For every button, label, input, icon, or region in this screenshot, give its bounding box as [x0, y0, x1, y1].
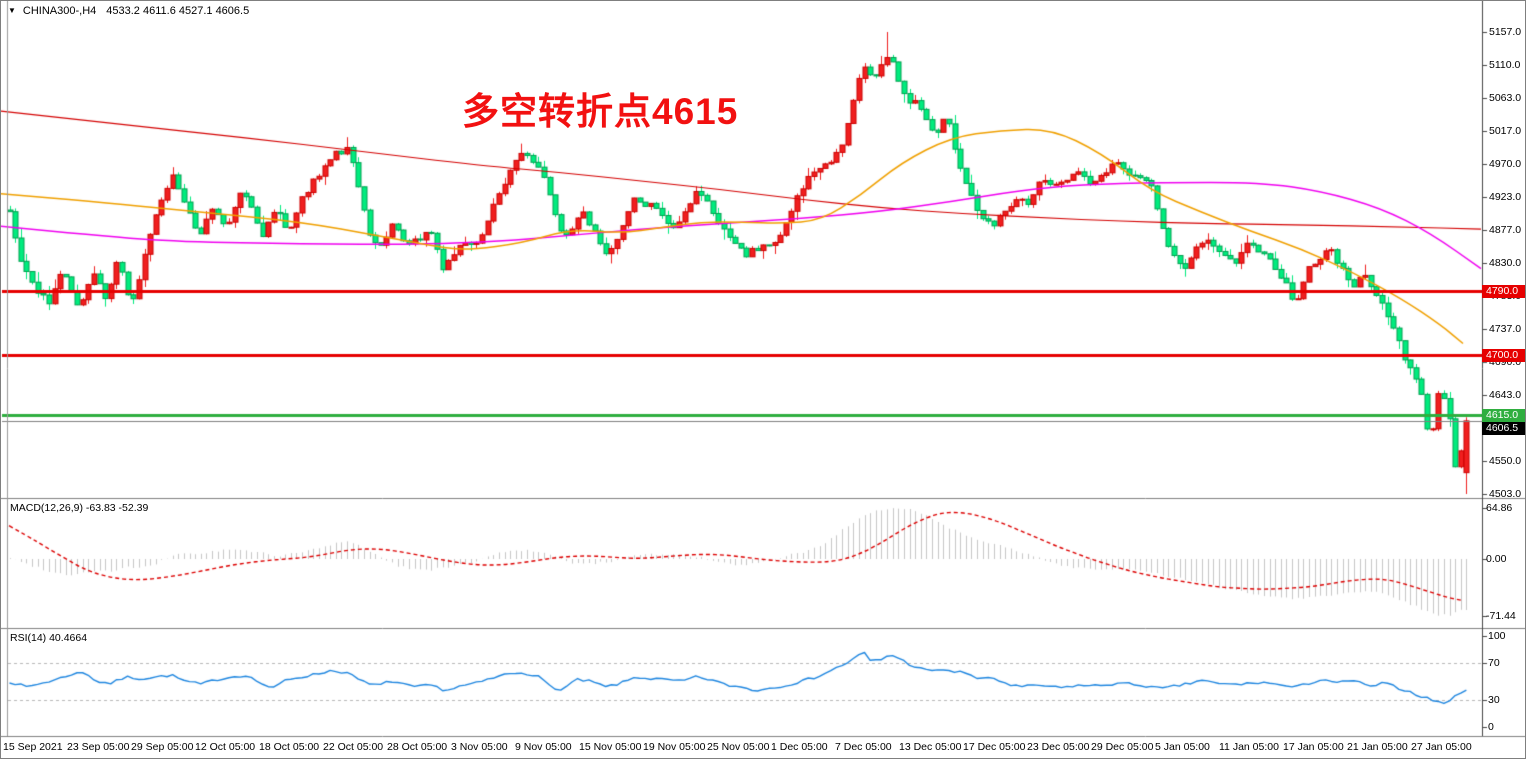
- time-axis-label: 15 Nov 05:00: [579, 741, 642, 753]
- rsi-tick-label: 70: [1488, 657, 1500, 669]
- price-badge: 4606.5: [1482, 422, 1525, 435]
- time-axis-label: 7 Dec 05:00: [835, 741, 892, 753]
- rsi-tick-label: 30: [1488, 694, 1500, 706]
- time-axis-label: 19 Nov 05:00: [643, 741, 706, 753]
- time-axis-label: 11 Jan 05:00: [1219, 741, 1279, 753]
- symbol-timeframe-label: CHINA300-,H4: [22, 5, 97, 17]
- rsi-tick-label: 100: [1488, 630, 1506, 642]
- time-axis-label: 13 Dec 05:00: [899, 741, 962, 753]
- time-axis-label: 29 Sep 05:00: [131, 741, 194, 753]
- time-axis-label: 21 Jan 05:00: [1347, 741, 1408, 753]
- time-axis-label: 3 Nov 05:00: [451, 741, 508, 753]
- chart-header: ▼ CHINA300-,H4 4533.2 4611.6 4527.1 4606.5: [8, 5, 249, 17]
- time-axis-label: 1 Dec 05:00: [771, 741, 828, 753]
- time-axis-label: 25 Nov 05:00: [707, 741, 770, 753]
- time-axis-label: 18 Oct 05:00: [259, 741, 320, 753]
- price-tick-label: 5063.0: [1489, 92, 1522, 104]
- price-tick-label: 4923.0: [1489, 191, 1522, 203]
- dropdown-arrow-icon[interactable]: ▼: [8, 6, 16, 15]
- time-axis-label: 5 Jan 05:00: [1155, 741, 1210, 753]
- time-axis-label: 9 Nov 05:00: [515, 741, 572, 753]
- price-tick-label: 4643.0: [1489, 389, 1522, 401]
- macd-tick-label: 0.00: [1486, 553, 1507, 565]
- macd-indicator-label: MACD(12,26,9) -63.83 -52.39: [10, 502, 149, 514]
- price-tick-label: 5157.0: [1489, 26, 1522, 38]
- time-axis-label: 17 Jan 05:00: [1283, 741, 1344, 753]
- annotation-text: 多空转折点4615: [462, 91, 739, 132]
- rsi-tick-label: 0: [1488, 721, 1494, 733]
- price-badge: 4700.0: [1482, 349, 1525, 362]
- price-tick-label: 4970.0: [1489, 158, 1522, 170]
- time-axis-label: 29 Dec 05:00: [1091, 741, 1154, 753]
- price-tick-label: 5017.0: [1489, 125, 1522, 137]
- time-axis-label: 23 Dec 05:00: [1027, 741, 1090, 753]
- macd-tick-label: -71.44: [1486, 610, 1516, 622]
- price-tick-label: 4737.0: [1489, 323, 1522, 335]
- price-tick-label: 4830.0: [1489, 257, 1522, 269]
- price-tick-label: 4503.0: [1489, 488, 1522, 500]
- price-tick-label: 4877.0: [1489, 224, 1522, 236]
- time-axis-label: 12 Oct 05:00: [195, 741, 256, 753]
- price-tick-label: 5110.0: [1489, 59, 1521, 71]
- ohlc-values: 4533.2 4611.6 4527.1 4606.5: [106, 5, 250, 17]
- time-axis-label: 22 Oct 05:00: [323, 741, 384, 753]
- time-axis-label: 17 Dec 05:00: [963, 741, 1026, 753]
- price-badge: 4615.0: [1482, 409, 1525, 422]
- time-axis-label: 15 Sep 2021: [3, 741, 63, 753]
- time-axis-label: 23 Sep 05:00: [67, 741, 130, 753]
- time-axis-label: 28 Oct 05:00: [387, 741, 448, 753]
- rsi-indicator-label: RSI(14) 40.4664: [10, 632, 88, 644]
- price-tick-label: 4550.0: [1489, 455, 1522, 467]
- macd-tick-label: 64.86: [1486, 502, 1513, 514]
- price-badge: 4790.0: [1482, 285, 1525, 298]
- time-axis-label: 27 Jan 05:00: [1411, 741, 1472, 753]
